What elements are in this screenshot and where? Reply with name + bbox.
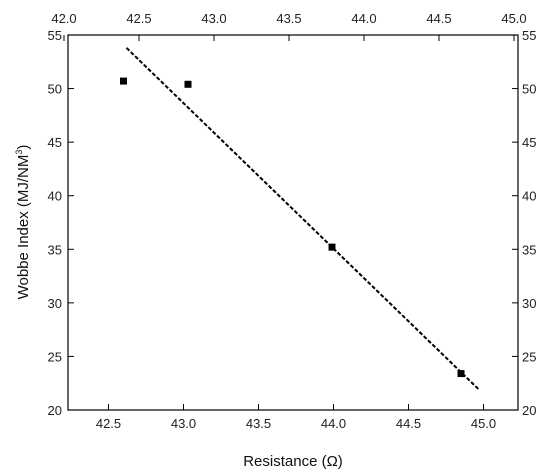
data-point [328, 243, 336, 251]
left-tick-label: 55 [48, 28, 62, 43]
right-tick-label: 50 [522, 82, 536, 97]
right-tick-label: 55 [522, 28, 536, 43]
y-axis-title-close: ) [15, 145, 32, 150]
left-tick-label: 40 [48, 189, 62, 204]
bottom-tick-label: 44.5 [396, 416, 421, 431]
y-axis-title-main: Wobbe Index (MJ/NM [15, 155, 32, 300]
right-y-axis: 20 25 30 35 40 45 50 55 [512, 28, 536, 418]
top-tick-label: 45.0 [501, 11, 526, 26]
right-tick-label: 30 [522, 296, 536, 311]
x-axis-title: Resistance (Ω) [243, 453, 343, 470]
data-point [457, 370, 465, 378]
top-tick-label: 43.5 [276, 11, 301, 26]
top-tick-label: 44.5 [426, 11, 451, 26]
left-tick-label: 30 [48, 296, 62, 311]
bottom-tick-label: 43.5 [246, 416, 271, 431]
right-tick-label: 35 [522, 242, 536, 257]
right-tick-label: 25 [522, 349, 536, 364]
right-tick-label: 40 [522, 189, 536, 204]
bottom-x-axis: 42.5 43.0 43.5 44.0 44.5 45.0 [96, 404, 496, 431]
top-x-axis: 42.0 42.5 43.0 43.5 44.0 44.5 45.0 [51, 11, 527, 41]
y-axis-title: Wobbe Index (MJ/NM3) [14, 145, 32, 300]
top-tick-label: 43.0 [201, 11, 226, 26]
fit-line [125, 47, 480, 391]
left-tick-label: 50 [48, 82, 62, 97]
left-tick-label: 25 [48, 349, 62, 364]
data-points [120, 77, 465, 378]
data-point [184, 80, 192, 88]
bottom-tick-label: 42.5 [96, 416, 121, 431]
left-tick-label: 20 [48, 403, 62, 418]
top-tick-label: 44.0 [351, 11, 376, 26]
left-tick-label: 35 [48, 242, 62, 257]
top-tick-label: 42.5 [126, 11, 151, 26]
top-tick-label: 42.0 [51, 11, 76, 26]
left-y-axis: 20 25 30 35 40 45 50 55 [48, 28, 74, 418]
bottom-tick-label: 45.0 [471, 416, 496, 431]
plot-frame [67, 34, 519, 411]
left-tick-label: 45 [48, 135, 62, 150]
right-tick-label: 45 [522, 135, 536, 150]
data-point [120, 77, 127, 85]
y-axis-title-superscript: 3 [14, 150, 24, 155]
right-tick-label: 20 [522, 403, 536, 418]
bottom-tick-label: 43.0 [171, 416, 196, 431]
bottom-tick-label: 44.0 [321, 416, 346, 431]
